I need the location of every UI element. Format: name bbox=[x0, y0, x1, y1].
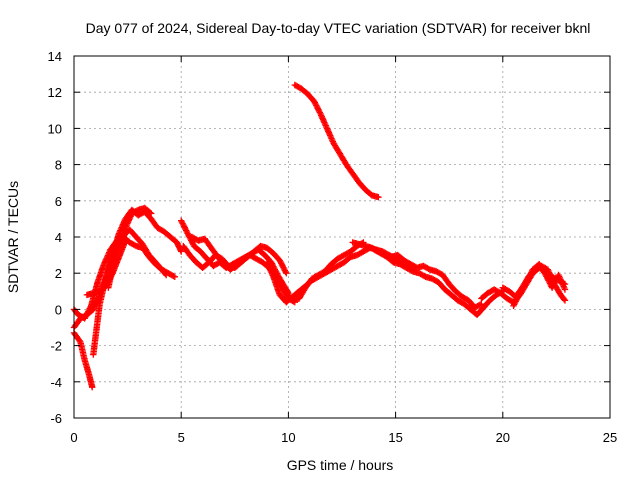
data-point bbox=[280, 264, 287, 271]
series-track-11 bbox=[283, 239, 367, 304]
x-axis-label: GPS time / hours bbox=[287, 457, 394, 473]
data-point bbox=[316, 109, 323, 116]
data-point bbox=[182, 226, 189, 233]
data-point bbox=[85, 306, 93, 314]
data-point bbox=[526, 272, 534, 279]
data-point bbox=[560, 296, 568, 303]
data-point bbox=[87, 304, 94, 311]
data-point bbox=[315, 106, 322, 113]
data-point bbox=[313, 102, 320, 109]
data-point bbox=[171, 273, 178, 280]
data-point bbox=[543, 273, 550, 280]
data-point bbox=[100, 260, 108, 268]
x-tick-label: 5 bbox=[178, 430, 185, 445]
data-point bbox=[476, 301, 484, 308]
data-point bbox=[312, 100, 319, 108]
data-point bbox=[283, 270, 290, 277]
data-point bbox=[543, 274, 551, 281]
data-point bbox=[314, 105, 321, 112]
data-point bbox=[185, 233, 193, 240]
y-tick-label: 10 bbox=[48, 121, 62, 136]
data-point bbox=[524, 276, 531, 283]
y-tick-label: 12 bbox=[48, 85, 62, 100]
series-track-14 bbox=[371, 246, 506, 318]
data-point bbox=[183, 228, 191, 236]
y-tick-label: -4 bbox=[50, 375, 62, 390]
data-point bbox=[514, 294, 521, 301]
data-point bbox=[180, 223, 188, 230]
data-point bbox=[513, 295, 521, 302]
y-tick-label: 8 bbox=[55, 158, 62, 173]
data-point bbox=[513, 296, 520, 304]
data-point bbox=[279, 263, 286, 270]
data-point bbox=[84, 309, 91, 316]
data-point bbox=[148, 210, 155, 217]
grid-layer bbox=[74, 56, 610, 418]
data-point bbox=[85, 308, 92, 315]
series-track-17 bbox=[510, 260, 569, 309]
data-point bbox=[102, 256, 110, 263]
data-point bbox=[552, 277, 559, 284]
data-point bbox=[178, 217, 185, 224]
data-point bbox=[510, 302, 517, 309]
x-tick-label: 25 bbox=[603, 430, 617, 445]
x-tick-label: 10 bbox=[281, 430, 295, 445]
y-axis-label: SDTVAR / TECUs bbox=[5, 181, 21, 293]
data-point bbox=[278, 261, 286, 268]
data-point bbox=[146, 209, 154, 216]
data-point bbox=[178, 218, 186, 226]
y-tick-label: -2 bbox=[50, 339, 62, 354]
data-point bbox=[527, 270, 534, 277]
data-point bbox=[551, 278, 559, 286]
data-point bbox=[313, 103, 321, 111]
data-point bbox=[282, 268, 289, 275]
data-point bbox=[561, 286, 569, 293]
data-point bbox=[269, 272, 276, 279]
x-tick-label: 15 bbox=[388, 430, 402, 445]
series-track-12 bbox=[291, 81, 382, 201]
y-tick-label: -6 bbox=[50, 411, 62, 426]
data-point bbox=[548, 284, 556, 291]
data-point bbox=[528, 269, 535, 276]
data-point bbox=[375, 194, 382, 201]
y-tick-label: 0 bbox=[55, 302, 62, 317]
x-tick-label: 20 bbox=[496, 430, 510, 445]
y-tick-label: 14 bbox=[48, 49, 62, 64]
data-point bbox=[542, 271, 549, 279]
data-point bbox=[89, 384, 96, 391]
data-point bbox=[328, 136, 336, 144]
series-layer bbox=[70, 81, 569, 391]
y-tick-label: 6 bbox=[55, 194, 62, 209]
x-tick-label: 0 bbox=[70, 430, 77, 445]
data-point bbox=[280, 265, 288, 273]
chart-title: Day 077 of 2024, Sidereal Day-to-day VTE… bbox=[86, 20, 591, 36]
data-point bbox=[523, 277, 531, 284]
data-point bbox=[83, 311, 91, 318]
y-tick-label: 2 bbox=[55, 266, 62, 281]
data-point bbox=[170, 272, 177, 280]
data-point bbox=[323, 123, 330, 131]
data-point bbox=[561, 297, 569, 304]
data-point bbox=[183, 227, 190, 234]
y-tick-label: 4 bbox=[55, 230, 62, 245]
data-point bbox=[178, 248, 185, 255]
data-point bbox=[76, 337, 83, 344]
series-track-6 bbox=[105, 204, 155, 291]
tick-layer: -6 -4 -2 0 2 4 6 8 10 12 14 0 5 10 15 20 25 bbox=[48, 49, 618, 445]
